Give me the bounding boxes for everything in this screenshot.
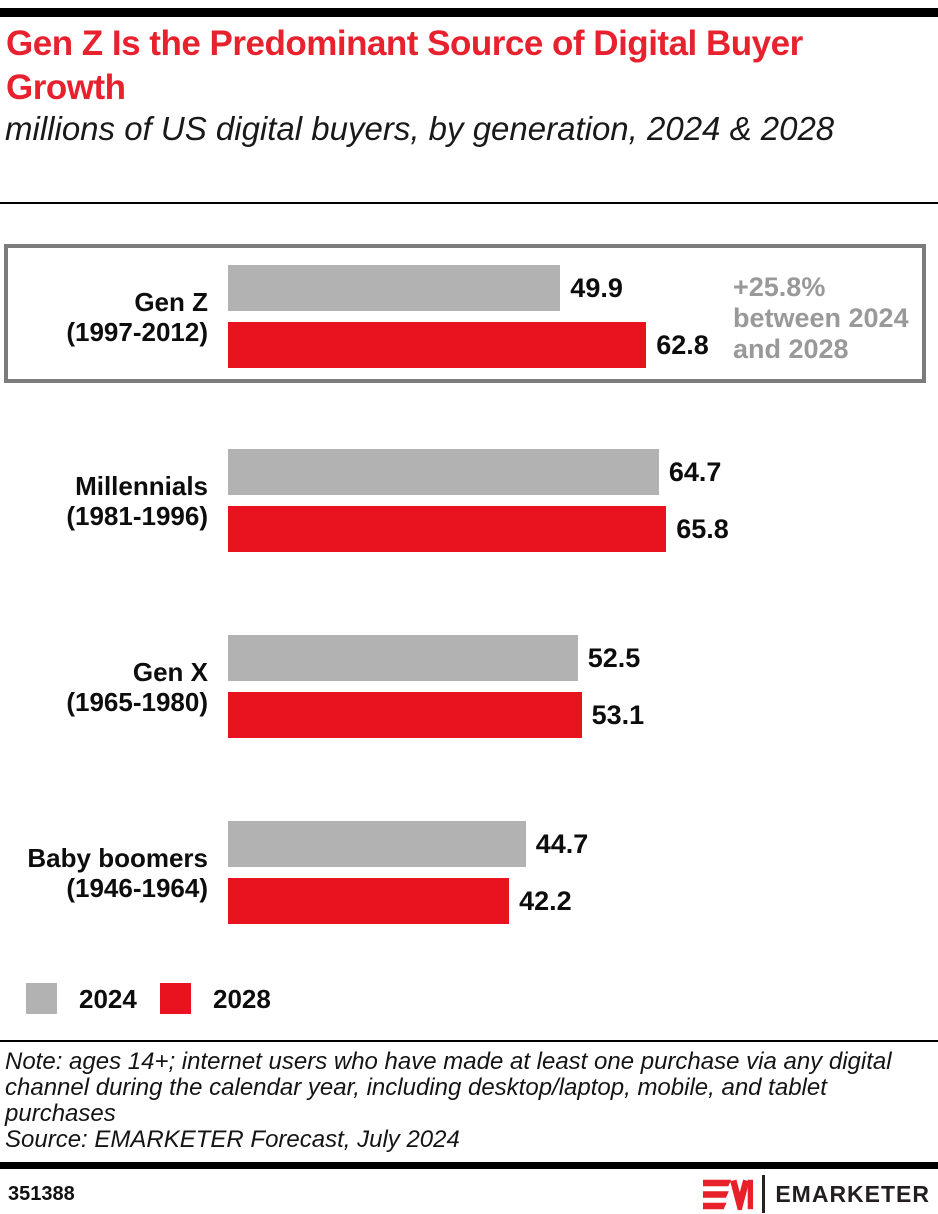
bar-2024-gen-x	[228, 635, 578, 681]
note-text: Note: ages 14+; internet users who have …	[5, 1048, 892, 1127]
em-monogram-icon	[703, 1179, 754, 1210]
bar-value-label: 44.7	[535, 828, 589, 859]
category-name: Baby boomers	[27, 842, 208, 873]
bar-group-gen-z: Gen Z (1997-2012) 49.9 62.8	[0, 265, 938, 368]
category-label-gen-x: Gen X (1965-1980)	[0, 635, 208, 738]
bar-2024-millennials	[228, 449, 659, 495]
category-years: (1946-1964)	[66, 872, 208, 903]
category-name: Gen X	[132, 656, 208, 687]
emarketer-wordmark: EMARKETER	[775, 1181, 930, 1207]
bar-value-label: 52.5	[587, 642, 641, 673]
category-label-baby-boomers: Baby boomers (1946-1964)	[0, 821, 208, 924]
bar-2024-gen-z	[228, 265, 561, 311]
bar-chart: Gen Z (1997-2012) 49.9 62.8 +25.8% betwe…	[0, 230, 938, 1020]
top-black-bar	[0, 8, 938, 17]
bar-2024-baby-boomers	[228, 821, 526, 867]
genz-growth-annotation: +25.8% between 2024 and 2028	[733, 272, 928, 365]
chart-subtitle: millions of US digital buyers, by genera…	[5, 110, 835, 147]
category-years: (1997-2012)	[66, 316, 208, 347]
logo-divider	[762, 1175, 766, 1213]
category-label-millennials: Millennials (1981-1996)	[0, 449, 208, 552]
legend: 2024 2028	[0, 983, 938, 1014]
bar-value-label: 62.8	[656, 329, 709, 360]
chart-title: Gen Z Is the Predominant Source of Digit…	[6, 24, 803, 107]
bar-value-label: 53.1	[591, 699, 645, 730]
annotation-line: between 2024	[733, 303, 909, 333]
note-divider	[0, 1040, 938, 1042]
legend-label-2024: 2024	[79, 984, 137, 1014]
source-text: Source: EMARKETER Forecast, July 2024	[5, 1126, 460, 1153]
category-years: (1965-1980)	[66, 686, 208, 717]
bar-value-label: 65.8	[676, 513, 729, 544]
bar-value-label: 42.2	[519, 885, 572, 916]
category-years: (1981-1996)	[66, 500, 208, 531]
genz-highlight-box	[4, 244, 926, 383]
legend-swatch-2024	[26, 983, 57, 1014]
category-label-gen-z: Gen Z (1997-2012)	[0, 265, 208, 368]
bar-group-baby-boomers: Baby boomers (1946-1964) 44.7 42.2	[0, 821, 938, 924]
chart-id: 351388	[8, 1183, 75, 1205]
bottom-black-bar	[0, 1162, 938, 1169]
legend-swatch-2028	[160, 983, 191, 1014]
bar-value-label: 49.9	[570, 272, 623, 303]
emarketer-logo: EMARKETER	[703, 1175, 930, 1213]
bar-2028-millennials	[228, 506, 667, 552]
legend-label-2028: 2028	[213, 984, 271, 1014]
bar-2028-gen-x	[228, 692, 582, 738]
bar-group-gen-x: Gen X (1965-1980) 52.5 53.1	[0, 635, 938, 738]
header-divider	[0, 202, 938, 204]
annotation-line: and 2028	[733, 334, 849, 364]
bar-2028-baby-boomers	[228, 878, 510, 924]
bar-group-millennials: Millennials (1981-1996) 64.7 65.8	[0, 449, 938, 552]
bar-value-label: 64.7	[668, 456, 722, 487]
category-name: Millennials	[75, 470, 208, 501]
category-name: Gen Z	[134, 286, 208, 317]
bar-2028-gen-z	[228, 322, 647, 368]
annotation-line: +25.8%	[733, 272, 826, 302]
